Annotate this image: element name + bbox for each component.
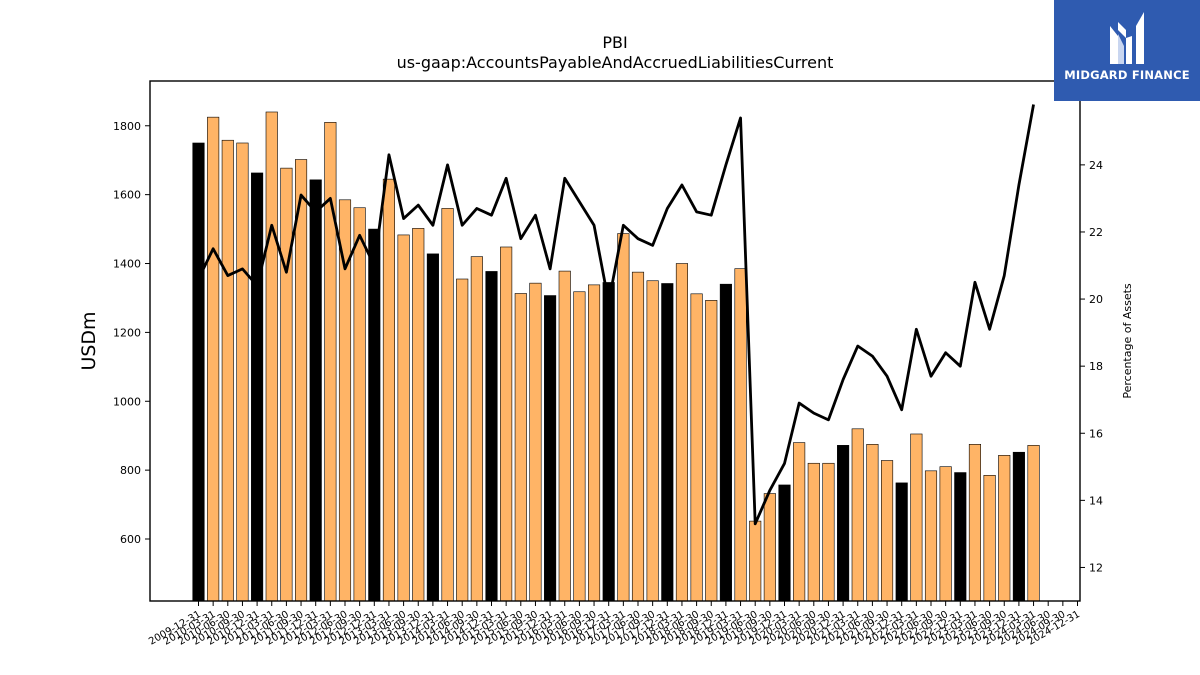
bar-2014-03-31: [441, 208, 454, 602]
bar-2019-03-31: [734, 268, 747, 602]
bar-2022-06-30: [924, 470, 938, 602]
y2-tick-label: 16: [1089, 427, 1103, 440]
y-tick-label: 1800: [113, 120, 141, 133]
bar-2021-09-30: [880, 460, 894, 602]
bar-2022-09-30: [939, 466, 952, 602]
bar-2017-06-30: [631, 271, 645, 602]
plot-frame: [149, 80, 1081, 602]
bar-2012-09-30: [353, 207, 366, 602]
bar-2011-09-30: [294, 159, 308, 602]
bar-2010-09-30: [236, 142, 249, 602]
bar-2017-12-31: [661, 283, 674, 602]
bar-2019-12-31: [778, 484, 791, 602]
bar-2014-12-31: [485, 271, 498, 602]
y2-tick-label: 12: [1089, 561, 1103, 574]
bar-2016-12-31: [602, 282, 615, 602]
bar-2011-06-30: [280, 167, 293, 602]
y2-tick-label: 22: [1089, 226, 1103, 239]
bar-2013-03-31: [382, 178, 396, 602]
y-tick-label: 800: [120, 464, 141, 477]
chart-subtitle: us-gaap:AccountsPayableAndAccruedLiabili…: [397, 53, 834, 72]
bar-2023-12-31: [1012, 451, 1025, 602]
y2-tick-label: 18: [1089, 360, 1103, 373]
bar-2016-09-30: [587, 284, 601, 602]
bar-2015-03-31: [500, 246, 513, 602]
percent-line: [197, 104, 1035, 526]
bar-2013-09-30: [412, 228, 425, 602]
midgard-logo-icon: [1110, 12, 1144, 64]
bar-2010-03-31: [207, 116, 220, 602]
bar-2018-12-31: [719, 283, 732, 602]
bar-2015-12-31: [544, 295, 557, 602]
y2-tick-label: 20: [1089, 293, 1103, 306]
bar-2017-03-31: [617, 233, 630, 602]
bar-2014-06-30: [456, 278, 469, 602]
bar-2018-06-30: [690, 293, 703, 602]
bar-2016-03-31: [558, 270, 571, 602]
bar-2018-09-30: [705, 300, 718, 602]
bar-2019-09-30: [763, 493, 776, 602]
bar-2015-09-30: [529, 282, 542, 602]
bar-2021-06-30: [866, 444, 879, 602]
bar-2010-12-31: [251, 172, 264, 602]
bar-2018-03-31: [675, 263, 689, 602]
bar-2019-06-30: [749, 520, 762, 602]
bar-2013-12-31: [426, 253, 439, 602]
bar-2022-12-31: [954, 472, 967, 602]
x-axis: 2009-12-312010-03-312010-06-302010-09-30…: [147, 601, 1082, 648]
y-axis-label: USDm: [78, 311, 100, 370]
bar-2020-12-31: [837, 445, 850, 602]
y-tick-label: 1400: [113, 258, 141, 271]
y-tick-label: 1200: [113, 326, 141, 339]
y-tick-label: 600: [120, 533, 141, 546]
bar-2009-12-31: [192, 142, 205, 602]
bar-2010-06-30: [221, 139, 234, 602]
bar-2015-06-30: [514, 293, 527, 602]
bar-2011-12-31: [309, 179, 322, 602]
brand-logo: MIDGARD FINANCE: [1054, 0, 1200, 101]
y-axis-left: 600 800 1000 1200 1400 1600 1800: [113, 120, 150, 546]
bar-2020-06-30: [807, 462, 820, 602]
bar-2017-09-30: [646, 280, 659, 602]
bar-2024-03-31: [1027, 445, 1040, 602]
y-axis-right: 12 14 16 18 20 22 24: [1080, 159, 1103, 574]
bar-2023-09-30: [998, 455, 1011, 602]
bar-2012-03-31: [324, 122, 337, 602]
bar-2023-03-31: [968, 444, 982, 602]
bar-2016-06-30: [573, 291, 586, 602]
bar-2020-03-31: [793, 442, 806, 602]
bar-2020-09-30: [822, 462, 835, 602]
bar-series: [192, 111, 1040, 602]
bar-2023-06-30: [983, 474, 996, 602]
y2-tick-label: 24: [1089, 159, 1103, 172]
bar-2012-12-31: [368, 228, 381, 602]
y2-axis-label: Percentage of Assets: [1121, 283, 1134, 399]
bar-2021-12-31: [895, 482, 908, 602]
bar-2022-03-31: [910, 433, 923, 602]
y-tick-label: 1000: [113, 395, 141, 408]
y2-tick-label: 14: [1089, 494, 1103, 507]
bar-2021-03-31: [851, 428, 864, 602]
bar-2014-09-30: [470, 256, 483, 602]
chart-title: PBI: [602, 33, 627, 52]
bar-2011-03-31: [265, 111, 278, 602]
y-tick-label: 1600: [113, 189, 141, 202]
brand-name: MIDGARD FINANCE: [1064, 68, 1190, 82]
bar-2013-06-30: [397, 234, 410, 602]
